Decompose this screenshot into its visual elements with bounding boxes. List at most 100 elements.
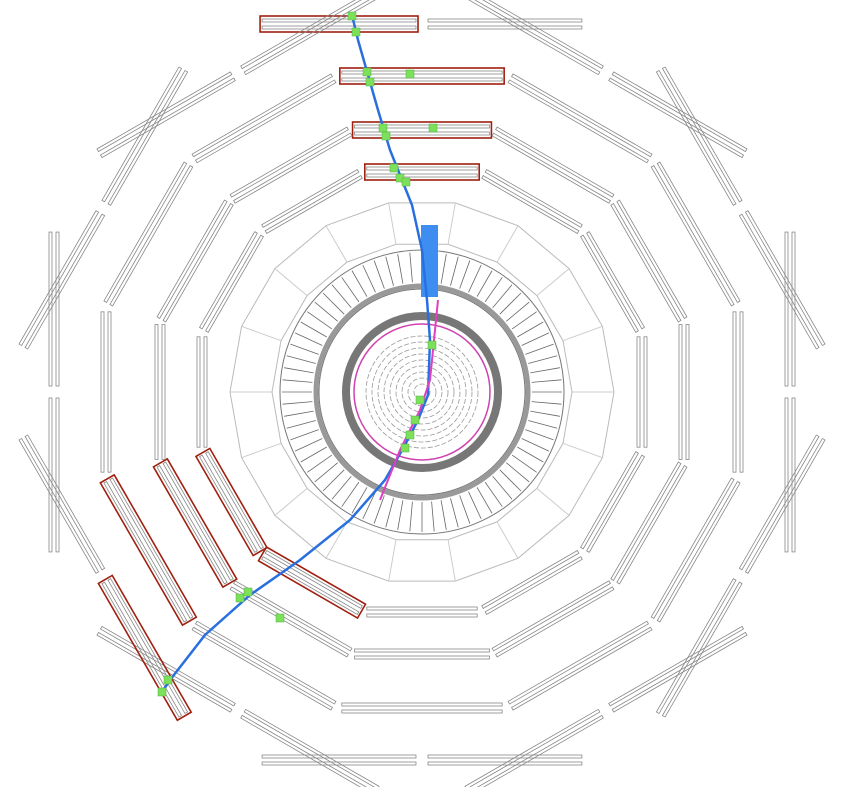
ecal-cell	[322, 292, 345, 315]
muon-chamber	[107, 69, 189, 206]
ecal-cell	[440, 254, 447, 284]
ecal-cell	[499, 469, 522, 492]
tracker-layer	[365, 335, 479, 449]
muon-chamber	[616, 465, 688, 585]
hit	[381, 131, 391, 141]
ecal-cell	[373, 260, 385, 289]
muon-chamber	[243, 708, 380, 787]
muon-chamber	[467, 714, 604, 787]
hcal-edge	[536, 488, 570, 516]
muon-chamber	[354, 124, 490, 129]
muon-chamber	[341, 77, 503, 82]
muon-chamber	[484, 168, 583, 228]
tracker-layer	[377, 347, 467, 437]
muon-chamber	[366, 166, 478, 171]
muon-chamber	[366, 173, 478, 178]
muon-chamber	[738, 434, 820, 571]
ecal-cell	[528, 355, 558, 364]
muon-chamber	[24, 213, 106, 350]
muon-chamber	[608, 625, 745, 707]
ecal-cell	[385, 498, 394, 528]
muon-chamber	[18, 437, 100, 574]
muon-chamber	[191, 626, 333, 711]
ecal-cell	[476, 487, 493, 514]
muon-chamber	[791, 397, 796, 553]
muon-chamber	[427, 761, 583, 766]
ecal-cell	[284, 367, 314, 374]
muon-chamber	[341, 709, 503, 714]
ecal-cell	[531, 401, 562, 405]
muon-chamber	[491, 132, 611, 204]
hcal-edge	[447, 539, 456, 582]
hit	[405, 69, 415, 79]
muon-chamber	[203, 336, 208, 448]
tracker-track	[379, 299, 439, 501]
muon-sector	[464, 550, 748, 787]
muon-chamber	[55, 231, 60, 387]
muon-chamber	[101, 66, 183, 203]
muon-chamber	[354, 131, 490, 136]
ecal-cell	[492, 476, 513, 500]
muon-sector	[18, 434, 269, 722]
hcal-edge	[274, 268, 308, 296]
hit	[365, 77, 375, 87]
muon-chamber	[261, 754, 417, 759]
ecal-cell	[290, 429, 319, 441]
muon-chamber	[24, 434, 106, 571]
muon-sector	[580, 434, 826, 718]
hit	[428, 123, 438, 133]
ecal-cell	[341, 481, 360, 507]
ecal-cell	[517, 446, 544, 463]
muon-chamber	[464, 0, 601, 76]
ecal-cell	[341, 277, 360, 303]
muon-chamber	[744, 437, 826, 574]
muon-chamber	[18, 210, 100, 347]
muon-chamber	[784, 231, 789, 387]
muon-chamber	[195, 620, 337, 705]
hits	[157, 11, 438, 697]
ecal-cell	[373, 495, 385, 524]
muon-chamber	[643, 336, 648, 448]
ecal-cell	[351, 270, 368, 297]
ecal-cell	[300, 446, 327, 463]
muon-chamber	[586, 454, 646, 553]
ecal-cell	[362, 264, 376, 293]
hcal-edge	[562, 325, 603, 342]
ecal-cell	[492, 284, 513, 308]
ecal-cell	[459, 260, 471, 289]
hit	[415, 395, 425, 405]
muon-chamber	[261, 25, 417, 30]
ecal-cell	[450, 498, 459, 528]
muon-chamber	[656, 481, 741, 623]
muon-chamber	[198, 454, 258, 553]
ecal-cell	[450, 256, 459, 286]
muon-chamber	[191, 73, 333, 158]
muon-chamber	[196, 336, 201, 448]
muon-chamber	[610, 203, 682, 323]
tracker-layer	[395, 365, 449, 419]
muon-chamber	[156, 199, 228, 319]
hit	[405, 430, 415, 440]
muon-chamber	[495, 586, 615, 658]
muon-chamber	[732, 311, 737, 473]
hit	[157, 687, 167, 697]
ecal-cell	[484, 481, 503, 507]
muon-chamber	[678, 324, 683, 460]
hit	[362, 67, 372, 77]
muon-chamber	[495, 126, 615, 198]
muon-chamber	[240, 714, 377, 787]
muon-chamber	[156, 465, 228, 585]
hit	[389, 163, 399, 173]
muon-chamber-hit	[339, 67, 505, 85]
muon-chamber	[464, 708, 601, 787]
muon-chamber	[341, 70, 503, 75]
muon-chamber	[611, 71, 748, 153]
muon-chamber	[264, 550, 363, 609]
ecal-cell	[294, 438, 323, 452]
tracks	[158, 14, 439, 696]
muon-chamber	[650, 477, 735, 619]
ecal-cell	[286, 355, 316, 364]
muon-sector	[96, 0, 380, 234]
ecal-cell	[397, 500, 404, 530]
muon-chamber	[96, 71, 233, 153]
